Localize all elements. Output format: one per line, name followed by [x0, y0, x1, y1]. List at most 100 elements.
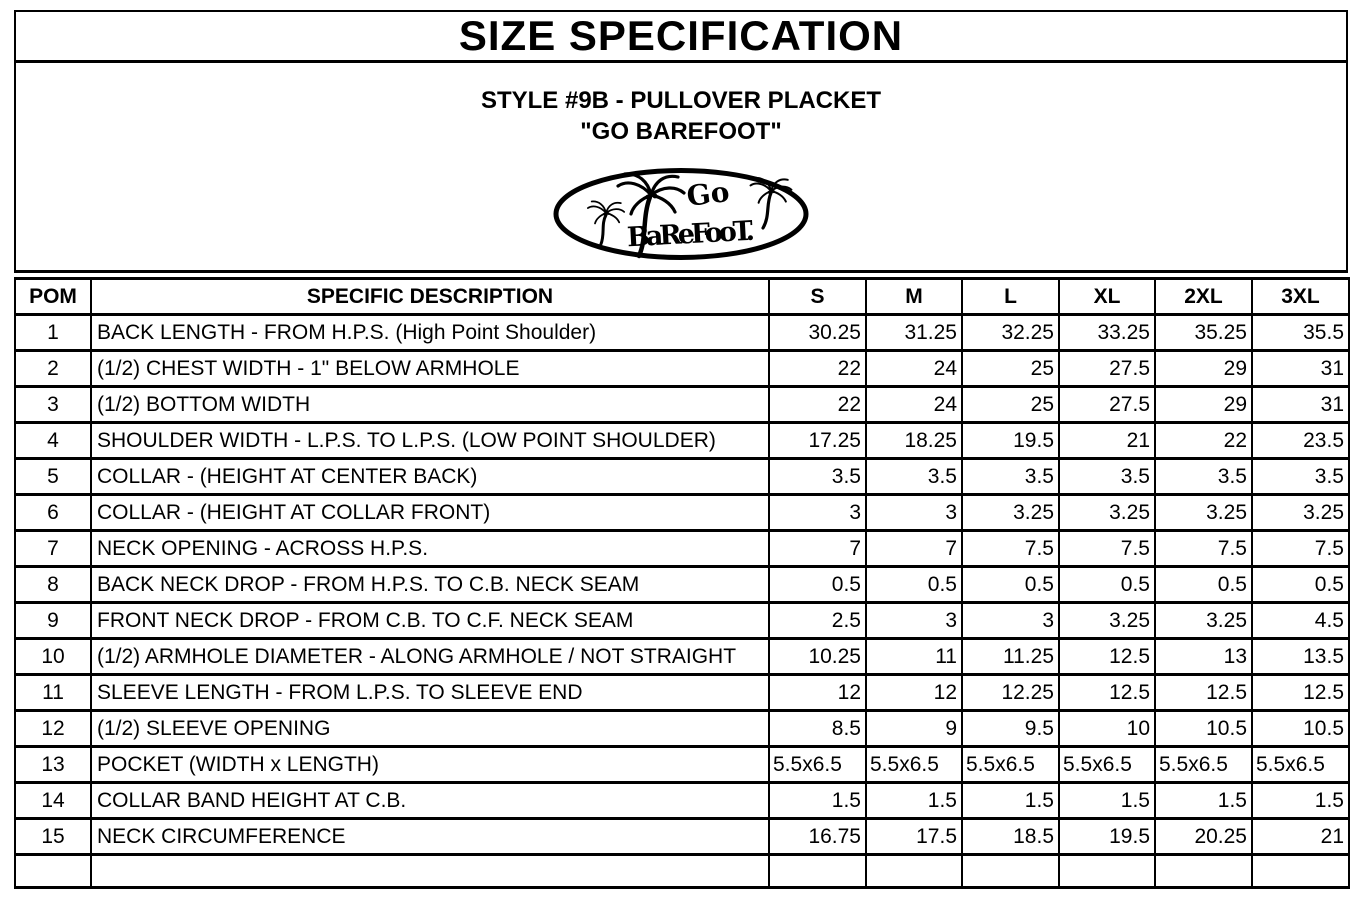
size-value-cell: 35.5	[1251, 313, 1350, 352]
logo-go-text: Go	[685, 175, 731, 213]
size-value-cell: 20.25	[1154, 817, 1253, 856]
pom-cell: 14	[14, 781, 92, 820]
column-header-xl: XL	[1058, 277, 1156, 316]
column-header-s: S	[768, 277, 867, 316]
size-value-cell: 1.5	[1251, 781, 1350, 820]
pom-cell: 4	[14, 421, 92, 460]
size-value-cell: 2.5	[768, 601, 867, 640]
size-value-cell: 5.5x6.5	[1154, 745, 1253, 784]
size-value-cell: 3.25	[1251, 493, 1350, 532]
size-value-cell: 24	[865, 349, 963, 388]
pom-cell: 5	[14, 457, 92, 496]
style-subtitle-line1: STYLE #9B - PULLOVER PLACKET	[480, 87, 882, 114]
size-value-cell: 8.5	[768, 709, 867, 748]
size-value-cell: 13.5	[1251, 637, 1350, 676]
table-row: 12 (1/2) SLEEVE OPENING 8.5 9 9.5 10 10.…	[14, 709, 1350, 748]
size-value-cell: 5.5x6.5	[961, 745, 1060, 784]
description-cell: (1/2) BOTTOM WIDTH	[90, 385, 770, 424]
size-value-cell: 17.25	[768, 421, 867, 460]
size-value-cell: 7.5	[961, 529, 1060, 568]
size-value-cell: 3	[865, 493, 963, 532]
table-row: 11 SLEEVE LENGTH - FROM L.P.S. TO SLEEVE…	[14, 673, 1350, 712]
size-value-cell: 3	[865, 601, 963, 640]
column-header-2xl: 2XL	[1154, 277, 1253, 316]
size-value-cell: 7	[865, 529, 963, 568]
size-value-cell: 1.5	[1154, 781, 1253, 820]
size-value-cell: 21	[1058, 421, 1156, 460]
size-value-cell: 7.5	[1154, 529, 1253, 568]
size-value-cell: 0.5	[1154, 565, 1253, 604]
size-value-cell: 3.5	[768, 457, 867, 496]
go-barefoot-logo: Go BaReFooT.	[551, 166, 811, 262]
description-cell	[90, 853, 770, 889]
column-header-m: M	[865, 277, 963, 316]
size-value-cell: 12.5	[1058, 637, 1156, 676]
pom-cell: 3	[14, 385, 92, 424]
size-value-cell	[961, 853, 1060, 889]
size-value-cell: 12.5	[1251, 673, 1350, 712]
palm-tree-right-icon	[749, 176, 793, 230]
size-value-cell: 5.5x6.5	[1058, 745, 1156, 784]
size-value-cell	[1154, 853, 1253, 889]
size-value-cell: 35.25	[1154, 313, 1253, 352]
description-cell: BACK LENGTH - FROM H.P.S. (High Point Sh…	[90, 313, 770, 352]
size-value-cell	[1251, 853, 1350, 889]
pom-cell	[14, 853, 92, 889]
size-value-cell: 0.5	[1251, 565, 1350, 604]
table-row: 6 COLLAR - (HEIGHT AT COLLAR FRONT) 3 3 …	[14, 493, 1350, 532]
description-cell: COLLAR - (HEIGHT AT COLLAR FRONT)	[90, 493, 770, 532]
size-value-cell: 3.5	[1154, 457, 1253, 496]
size-value-cell: 12.25	[961, 673, 1060, 712]
style-header-box: STYLE #9B - PULLOVER PLACKET "GO BAREFOO…	[14, 63, 1348, 273]
description-cell: (1/2) ARMHOLE DIAMETER - ALONG ARMHOLE /…	[90, 637, 770, 676]
size-value-cell: 0.5	[865, 565, 963, 604]
description-cell: BACK NECK DROP - FROM H.P.S. TO C.B. NEC…	[90, 565, 770, 604]
size-value-cell: 19.5	[1058, 817, 1156, 856]
table-row: 13 POCKET (WIDTH x LENGTH) 5.5x6.5 5.5x6…	[14, 745, 1350, 784]
table-row: 15 NECK CIRCUMFERENCE 16.75 17.5 18.5 19…	[14, 817, 1350, 856]
style-subtitle-line2: "GO BAREFOOT"	[580, 118, 782, 145]
size-value-cell	[768, 853, 867, 889]
style-subtitle: STYLE #9B - PULLOVER PLACKET "GO BAREFOO…	[16, 85, 1346, 147]
pom-cell: 7	[14, 529, 92, 568]
size-value-cell: 11	[865, 637, 963, 676]
size-value-cell: 1.5	[865, 781, 963, 820]
table-row: 7 NECK OPENING - ACROSS H.P.S. 7 7 7.5 7…	[14, 529, 1350, 568]
table-row: 10 (1/2) ARMHOLE DIAMETER - ALONG ARMHOL…	[14, 637, 1350, 676]
column-header-3xl: 3XL	[1251, 277, 1350, 316]
table-row: 5 COLLAR - (HEIGHT AT CENTER BACK) 3.5 3…	[14, 457, 1350, 496]
size-value-cell: 3.25	[1058, 601, 1156, 640]
size-value-cell: 9	[865, 709, 963, 748]
pom-cell: 11	[14, 673, 92, 712]
size-value-cell: 29	[1154, 385, 1253, 424]
pom-cell: 2	[14, 349, 92, 388]
size-value-cell: 7	[768, 529, 867, 568]
table-row: 3 (1/2) BOTTOM WIDTH 22 24 25 27.5 29 31	[14, 385, 1350, 424]
size-value-cell: 29	[1154, 349, 1253, 388]
size-value-cell: 27.5	[1058, 385, 1156, 424]
size-value-cell: 24	[865, 385, 963, 424]
page-title: SIZE SPECIFICATION	[458, 12, 904, 59]
size-value-cell: 10.25	[768, 637, 867, 676]
table-row: 14 COLLAR BAND HEIGHT AT C.B. 1.5 1.5 1.…	[14, 781, 1350, 820]
size-value-cell: 30.25	[768, 313, 867, 352]
pom-cell: 15	[14, 817, 92, 856]
palm-tree-center-icon	[616, 172, 686, 259]
size-value-cell: 7.5	[1058, 529, 1156, 568]
pom-cell: 8	[14, 565, 92, 604]
description-cell: (1/2) SLEEVE OPENING	[90, 709, 770, 748]
size-value-cell: 31	[1251, 385, 1350, 424]
size-value-cell: 3.25	[1154, 493, 1253, 532]
header-row: POM SPECIFIC DESCRIPTION S M L XL 2XL 3X…	[14, 277, 1350, 316]
title-box: SIZE SPECIFICATION	[14, 10, 1348, 63]
size-value-cell: 11.25	[961, 637, 1060, 676]
description-cell: SLEEVE LENGTH - FROM L.P.S. TO SLEEVE EN…	[90, 673, 770, 712]
size-value-cell: 0.5	[768, 565, 867, 604]
size-value-cell: 18.5	[961, 817, 1060, 856]
size-value-cell: 3	[768, 493, 867, 532]
table-row: 1 BACK LENGTH - FROM H.P.S. (High Point …	[14, 313, 1350, 352]
size-value-cell: 12	[865, 673, 963, 712]
size-value-cell: 5.5x6.5	[768, 745, 867, 784]
size-value-cell: 12	[768, 673, 867, 712]
size-value-cell: 33.25	[1058, 313, 1156, 352]
